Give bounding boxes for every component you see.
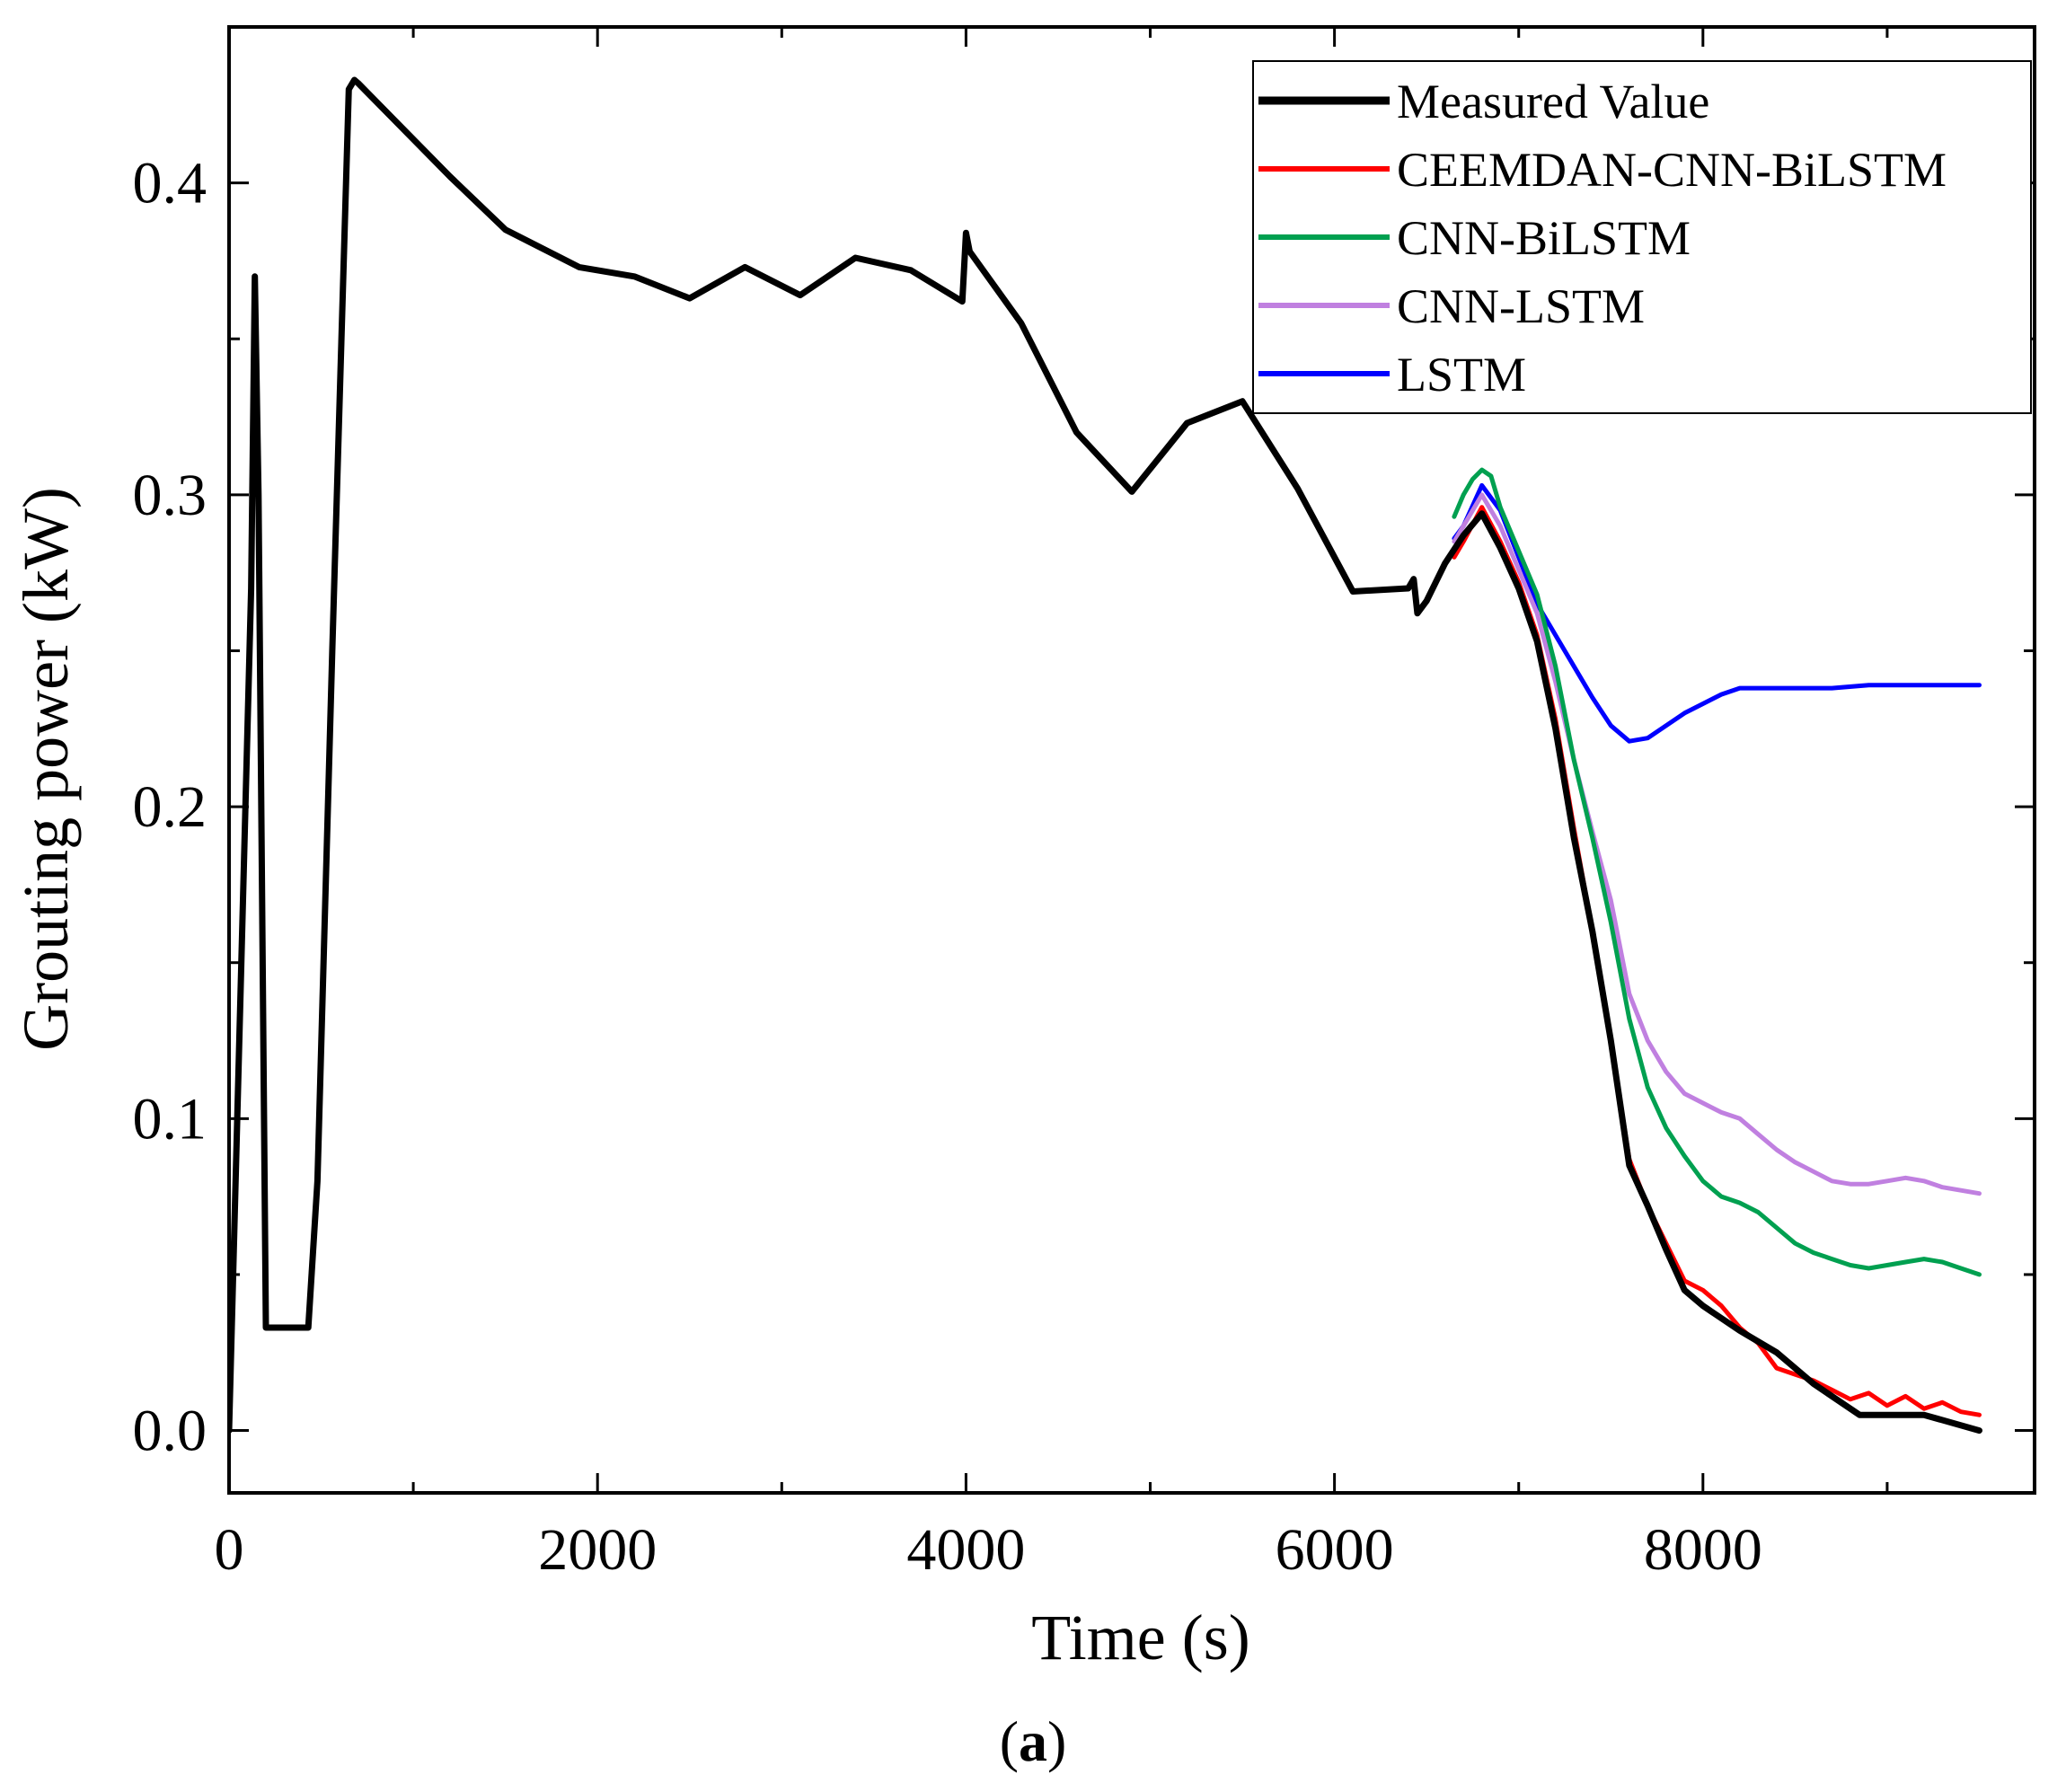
x-tick-label: 4000 (906, 1517, 1025, 1583)
y-tick-label: 0.4 (133, 151, 207, 216)
y-tick-label: 0.2 (133, 774, 207, 840)
x-tick-label: 0 (215, 1517, 244, 1583)
legend-label: LSTM (1397, 348, 1526, 402)
x-tick-label: 2000 (538, 1517, 657, 1583)
caption-close-paren: ) (1047, 1709, 1066, 1773)
legend: Measured Value CEEMDAN-CNN-BiLSTM CNN-BiLS… (1252, 60, 2032, 414)
caption-letter: a (1019, 1709, 1047, 1773)
y-axis-title: Grouting power (kW) (10, 487, 82, 1051)
axis-ticks: 0 2000 4000 6000 8000 0.0 0.1 0.2 0.3 0.4 (133, 27, 2035, 1583)
series-line-measured-value (229, 76, 1982, 1434)
x-axis-title: Time (s) (1031, 1602, 1249, 1673)
series-line-ceemdan-cnn-bilstm (1452, 505, 1982, 1417)
series-line-cnn-lstm (1452, 492, 1982, 1196)
legend-label: CNN-LSTM (1397, 279, 1645, 333)
caption-open-paren: ( (1000, 1709, 1019, 1773)
legend-label: Measured Value (1397, 75, 1709, 128)
series-line-lstm (1452, 482, 1982, 744)
series-line-cnn-bilstm (1452, 467, 1982, 1277)
figure-caption: (a) (1000, 1709, 1067, 1773)
plot-area (229, 76, 1982, 1434)
plot-frame (227, 25, 2036, 1495)
legend-label: CNN-BiLSTM (1397, 211, 1691, 265)
legend-label: CEEMDAN-CNN-BiLSTM (1397, 143, 1947, 197)
y-tick-label: 0.0 (133, 1399, 207, 1464)
y-tick-label: 0.3 (133, 463, 207, 528)
x-tick-label: 6000 (1276, 1517, 1394, 1583)
y-tick-label: 0.1 (133, 1086, 207, 1152)
x-tick-label: 8000 (1644, 1517, 1762, 1583)
